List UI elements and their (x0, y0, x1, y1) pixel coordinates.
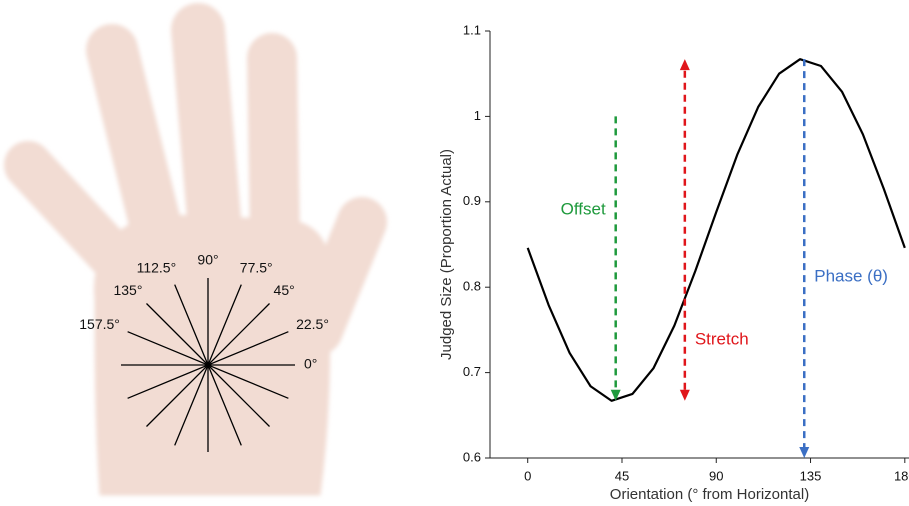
y-axis-title: Judged Size (Proportion Actual) (438, 149, 455, 360)
x-tick-label: 90 (709, 468, 723, 483)
figure: 0°22.5°45°77.5°90°112.5°135°157.5° 0.60.… (0, 0, 909, 506)
y-tick-label: 0.6 (463, 449, 481, 464)
y-tick-label: 0.7 (463, 364, 481, 379)
y-tick-label: 1.1 (463, 22, 481, 37)
x-axis-title: Orientation (° from Horizontal) (610, 486, 809, 503)
orientation-label: 45° (274, 282, 295, 298)
annotation-label: Offset (561, 199, 606, 218)
arrow-head (680, 390, 690, 401)
arrow-head (680, 59, 690, 70)
annotation-label: Stretch (695, 329, 749, 348)
arrow-head (799, 447, 809, 458)
x-tick-label: 0 (524, 468, 531, 483)
orientation-label: 22.5° (296, 316, 329, 332)
x-tick-label: 45 (615, 468, 629, 483)
orientation-label: 90° (197, 252, 218, 268)
annotation-label: Phase (θ) (814, 266, 888, 285)
x-tick-label: 135 (800, 468, 822, 483)
hand (28, 30, 362, 495)
y-tick-label: 0.9 (463, 193, 481, 208)
line-chart: 0.6 0.7 0.8 0.9 1 1.1 0 45 90 135 180 Orientation (… (438, 22, 909, 503)
orientation-label: 0° (304, 356, 317, 372)
orientation-label: 77.5° (240, 260, 273, 276)
data-line (528, 59, 905, 401)
x-tick-label: 180 (894, 468, 909, 483)
orientation-label: 135° (113, 282, 142, 298)
y-tick-label: 1 (474, 108, 481, 123)
orientation-label: 157.5° (79, 316, 120, 332)
orientation-label: 112.5° (137, 260, 177, 276)
y-tick-label: 0.8 (463, 279, 481, 294)
